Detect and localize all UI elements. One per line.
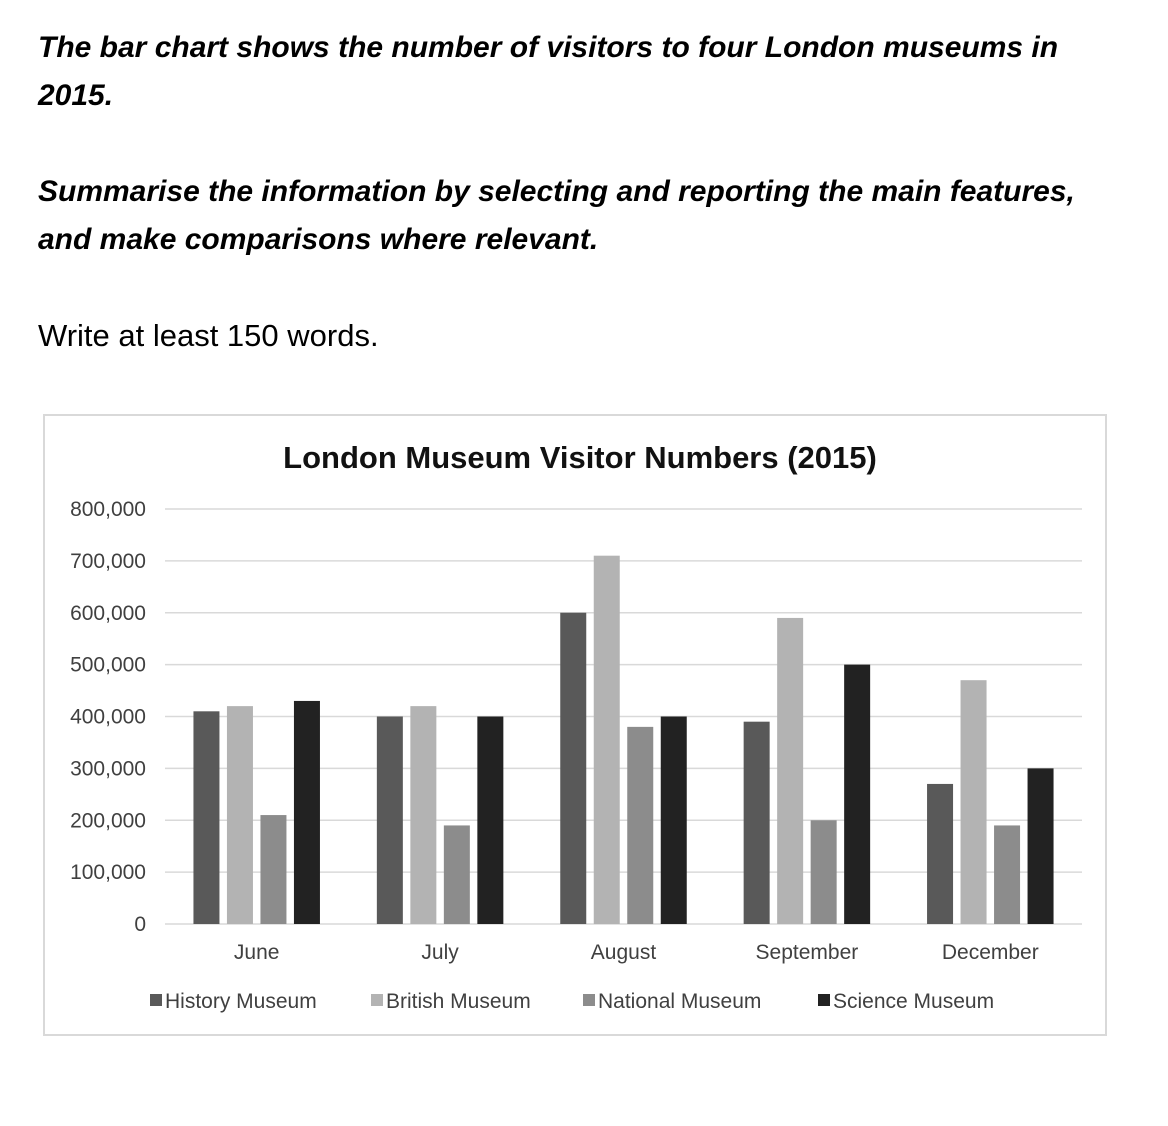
y-tick-label: 300,000 [70,757,146,780]
y-tick-label: 400,000 [70,706,146,729]
x-tick-label: August [591,941,657,964]
bar [1027,768,1054,924]
chart-container: London Museum Visitor Numbers (2015) 0 100… [43,414,1107,1036]
bar [293,700,320,924]
y-tick-label: 800,000 [70,498,146,521]
y-tick-label: 500,000 [70,654,146,677]
task-description: The bar chart shows the number of visito… [38,31,1059,112]
y-tick-label: 200,000 [70,809,146,832]
chart-title: London Museum Visitor Numbers (2015) [283,440,877,475]
bar [477,716,504,924]
bar [927,783,954,924]
word-count-instruction: Write at least 150 words. [38,318,379,353]
bar-chart: London Museum Visitor Numbers (2015) 0 100… [70,440,1082,1013]
legend-label: Science Museum [833,990,994,1013]
bar [443,825,470,924]
task-instruction: Summarise the information by selecting a… [38,175,1075,256]
legend-swatch [818,994,830,1006]
legend-swatch [371,994,383,1006]
bar [994,825,1021,924]
bar [777,617,804,924]
bar [660,716,687,924]
legend-label: British Museum [386,990,531,1013]
bar [560,612,587,924]
x-tick-label: December [942,941,1039,964]
bar [260,815,287,924]
y-tick-label: 700,000 [70,550,146,573]
bar [844,664,871,924]
bar [193,711,220,924]
legend-swatch [583,994,595,1006]
x-tick-label: June [234,941,280,964]
bar [376,716,403,924]
bar [810,820,837,924]
bar [743,721,770,924]
x-tick-label: September [756,941,859,964]
y-tick-label: 600,000 [70,602,146,625]
bar [593,555,620,924]
bar [627,726,654,924]
bar [410,706,437,924]
y-tick-label: 100,000 [70,861,146,884]
x-tick-label: July [421,941,459,964]
legend-label: National Museum [598,990,761,1013]
y-tick-label: 0 [134,913,146,936]
bar [960,680,987,924]
legend-swatch [150,994,162,1006]
legend-label: History Museum [165,990,317,1013]
bar [226,706,253,924]
